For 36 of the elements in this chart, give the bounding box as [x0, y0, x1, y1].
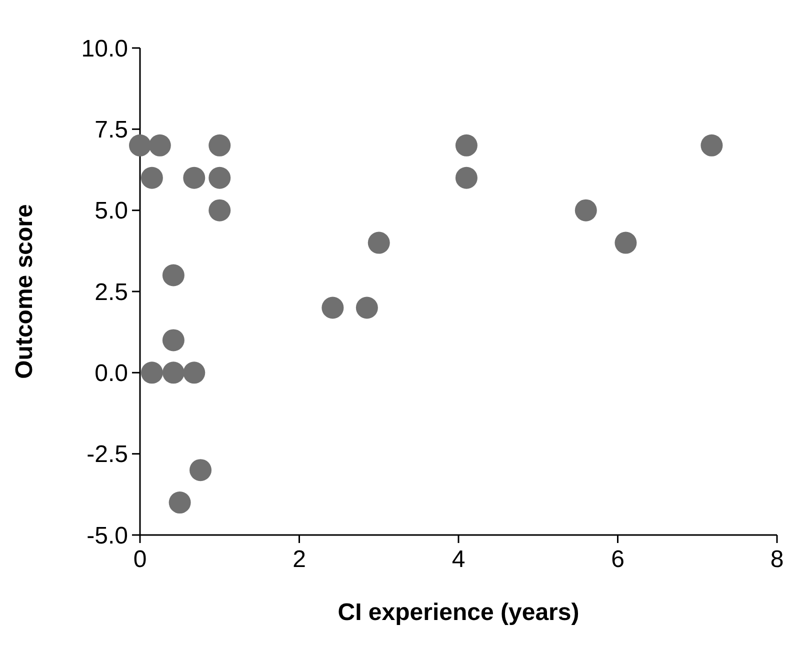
x-tick-label: 0 — [133, 546, 147, 573]
point — [455, 166, 478, 189]
x-tick-label: 4 — [452, 546, 466, 573]
y-tick-label: -2.5 — [86, 441, 128, 468]
point — [168, 492, 191, 514]
point — [140, 166, 163, 189]
point — [574, 199, 597, 222]
point — [162, 264, 184, 286]
y-tick-label: -5.0 — [86, 522, 128, 550]
y-tick-label: 5.0 — [94, 198, 128, 225]
point — [140, 362, 163, 384]
point — [148, 134, 171, 156]
point — [190, 459, 212, 482]
x-tick-label: 6 — [611, 546, 624, 573]
point — [183, 166, 206, 189]
point — [208, 199, 231, 222]
y-tick-label: 7.5 — [94, 116, 128, 144]
point — [356, 296, 378, 319]
point — [183, 362, 206, 384]
point — [455, 134, 478, 156]
point — [700, 134, 723, 156]
point — [129, 134, 151, 156]
point — [162, 329, 184, 352]
x-tick-label: 2 — [292, 546, 306, 573]
y-tick-label: 10.0 — [81, 35, 128, 62]
x-tick-label: 8 — [770, 546, 784, 573]
point — [208, 166, 231, 189]
y-tick-label: 0.0 — [94, 360, 128, 388]
point — [322, 296, 344, 319]
y-tick-label: 2.5 — [94, 278, 128, 306]
point — [614, 232, 637, 254]
point — [208, 134, 231, 156]
point — [368, 232, 390, 254]
point — [162, 362, 184, 384]
x-axis-title: CI experience (years) — [338, 599, 580, 626]
y-axis-title: Outcome score — [11, 204, 38, 379]
